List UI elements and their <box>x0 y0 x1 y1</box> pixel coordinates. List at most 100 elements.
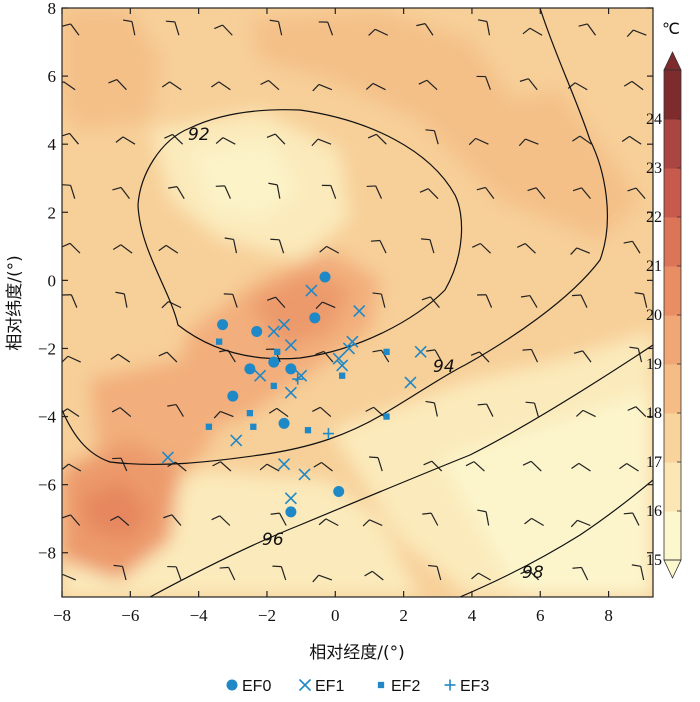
wind-barb <box>213 410 234 419</box>
wind-barb <box>164 133 184 145</box>
legend-marker-ef0 <box>226 679 238 691</box>
wind-barb <box>315 301 336 309</box>
wind-barb <box>519 78 538 91</box>
point-ef2 <box>205 423 213 430</box>
wind-barb <box>366 185 383 199</box>
wind-barb <box>318 518 339 527</box>
legend-label-ef0: EF0 <box>242 678 271 695</box>
colorbar-swatch <box>664 119 681 169</box>
point-ef1 <box>342 342 356 355</box>
point-ef2 <box>270 382 277 390</box>
wind-barb <box>215 185 232 199</box>
wind-barb <box>318 21 334 36</box>
contour-label-92: 92 <box>188 125 210 145</box>
legend-label-ef1: EF1 <box>315 678 344 695</box>
wind-barb <box>419 188 439 200</box>
wind-barb <box>572 135 592 145</box>
legend-label-ef2: EF2 <box>391 678 420 695</box>
y-tick-label: −6 <box>38 476 56 495</box>
wind-barb <box>211 515 231 526</box>
wind-barb <box>623 80 644 91</box>
colorbar-tick-label: 16 <box>646 503 662 520</box>
wind-barb <box>312 406 332 418</box>
wind-barb <box>266 133 286 145</box>
colorbar-swatch <box>664 217 681 267</box>
wind-barb <box>522 348 539 363</box>
wind-barb <box>62 463 82 472</box>
legend-label-ef3: EF3 <box>460 678 489 695</box>
colorbar-tick-label: 21 <box>646 258 662 275</box>
wind-barb <box>567 82 588 91</box>
colorbar-swatch <box>664 364 681 414</box>
wind-barb <box>115 136 136 145</box>
point-ef1 <box>161 451 174 464</box>
contour-label-94: 94 <box>433 357 455 377</box>
legend-marker-ef1 <box>298 678 312 692</box>
point-ef1 <box>277 318 291 331</box>
point-ef1 <box>346 335 359 348</box>
x-tick-label: 4 <box>468 606 477 625</box>
wind-barb <box>572 566 589 581</box>
point-ef1 <box>230 434 243 447</box>
plot-frame <box>61 7 654 598</box>
wind-barb <box>420 238 435 254</box>
wind-barb <box>370 239 387 254</box>
wind-barb <box>62 514 81 526</box>
wind-barb <box>527 187 546 200</box>
y-tick-label: 4 <box>48 135 57 154</box>
wind-barb <box>115 291 128 308</box>
wind-barb <box>572 187 591 200</box>
point-ef0 <box>309 312 321 324</box>
x-tick-label: 6 <box>536 606 545 625</box>
colorbar-swatch <box>664 462 681 512</box>
wind-barb <box>621 135 642 145</box>
point-ef1 <box>254 369 267 382</box>
point-ef0 <box>285 363 297 375</box>
wind-barb <box>631 564 645 581</box>
wind-barb <box>570 519 591 528</box>
wind-barb <box>362 519 383 527</box>
wind-barb <box>272 565 287 581</box>
wind-barb <box>634 292 648 308</box>
contour-labels: 92 94 96 98 <box>188 125 544 583</box>
wind-barb <box>425 400 438 417</box>
point-ef1 <box>332 352 345 365</box>
wind-barb <box>367 133 387 145</box>
wind-barb <box>167 565 182 581</box>
wind-barb <box>108 78 127 91</box>
wind-barb <box>629 346 643 363</box>
colorbar-tick-label: 20 <box>646 307 662 324</box>
point-ef1 <box>284 492 297 505</box>
point-ef0 <box>319 271 331 283</box>
point-ef3 <box>322 428 334 440</box>
point-ef2 <box>215 338 223 345</box>
wind-barb <box>471 572 491 581</box>
wind-barb <box>219 566 236 581</box>
temperature-field <box>62 8 653 597</box>
colorbar-swatch <box>664 315 681 365</box>
wind-barb <box>426 349 443 363</box>
wind-barb <box>578 23 597 36</box>
colorbar-swatch <box>664 413 681 463</box>
contour-98 <box>459 479 653 597</box>
x-axis: −8 −6 −4 −2 0 2 4 6 8 <box>53 8 613 625</box>
wind-barb <box>520 294 538 308</box>
wind-barb <box>111 407 132 418</box>
y-axis-title: 相对纬度/(°) <box>5 255 25 351</box>
point-ef2 <box>250 423 257 430</box>
wind-barb <box>312 574 333 583</box>
point-ef2 <box>274 348 281 356</box>
point-ef0 <box>251 325 263 337</box>
point-ef1 <box>353 304 366 318</box>
colorbar-tick-label: 19 <box>646 356 662 373</box>
x-tick-label: −8 <box>53 606 71 625</box>
x-tick-label: 2 <box>399 606 408 625</box>
point-ef2 <box>304 427 312 434</box>
wind-barb <box>516 242 536 254</box>
colorbar-tick-label: 18 <box>646 405 662 422</box>
wind-barb <box>369 456 383 472</box>
scatter-markers <box>161 271 427 518</box>
y-tick-label: 6 <box>48 67 57 86</box>
x-axis-title: 相对经度/(°) <box>309 643 405 663</box>
